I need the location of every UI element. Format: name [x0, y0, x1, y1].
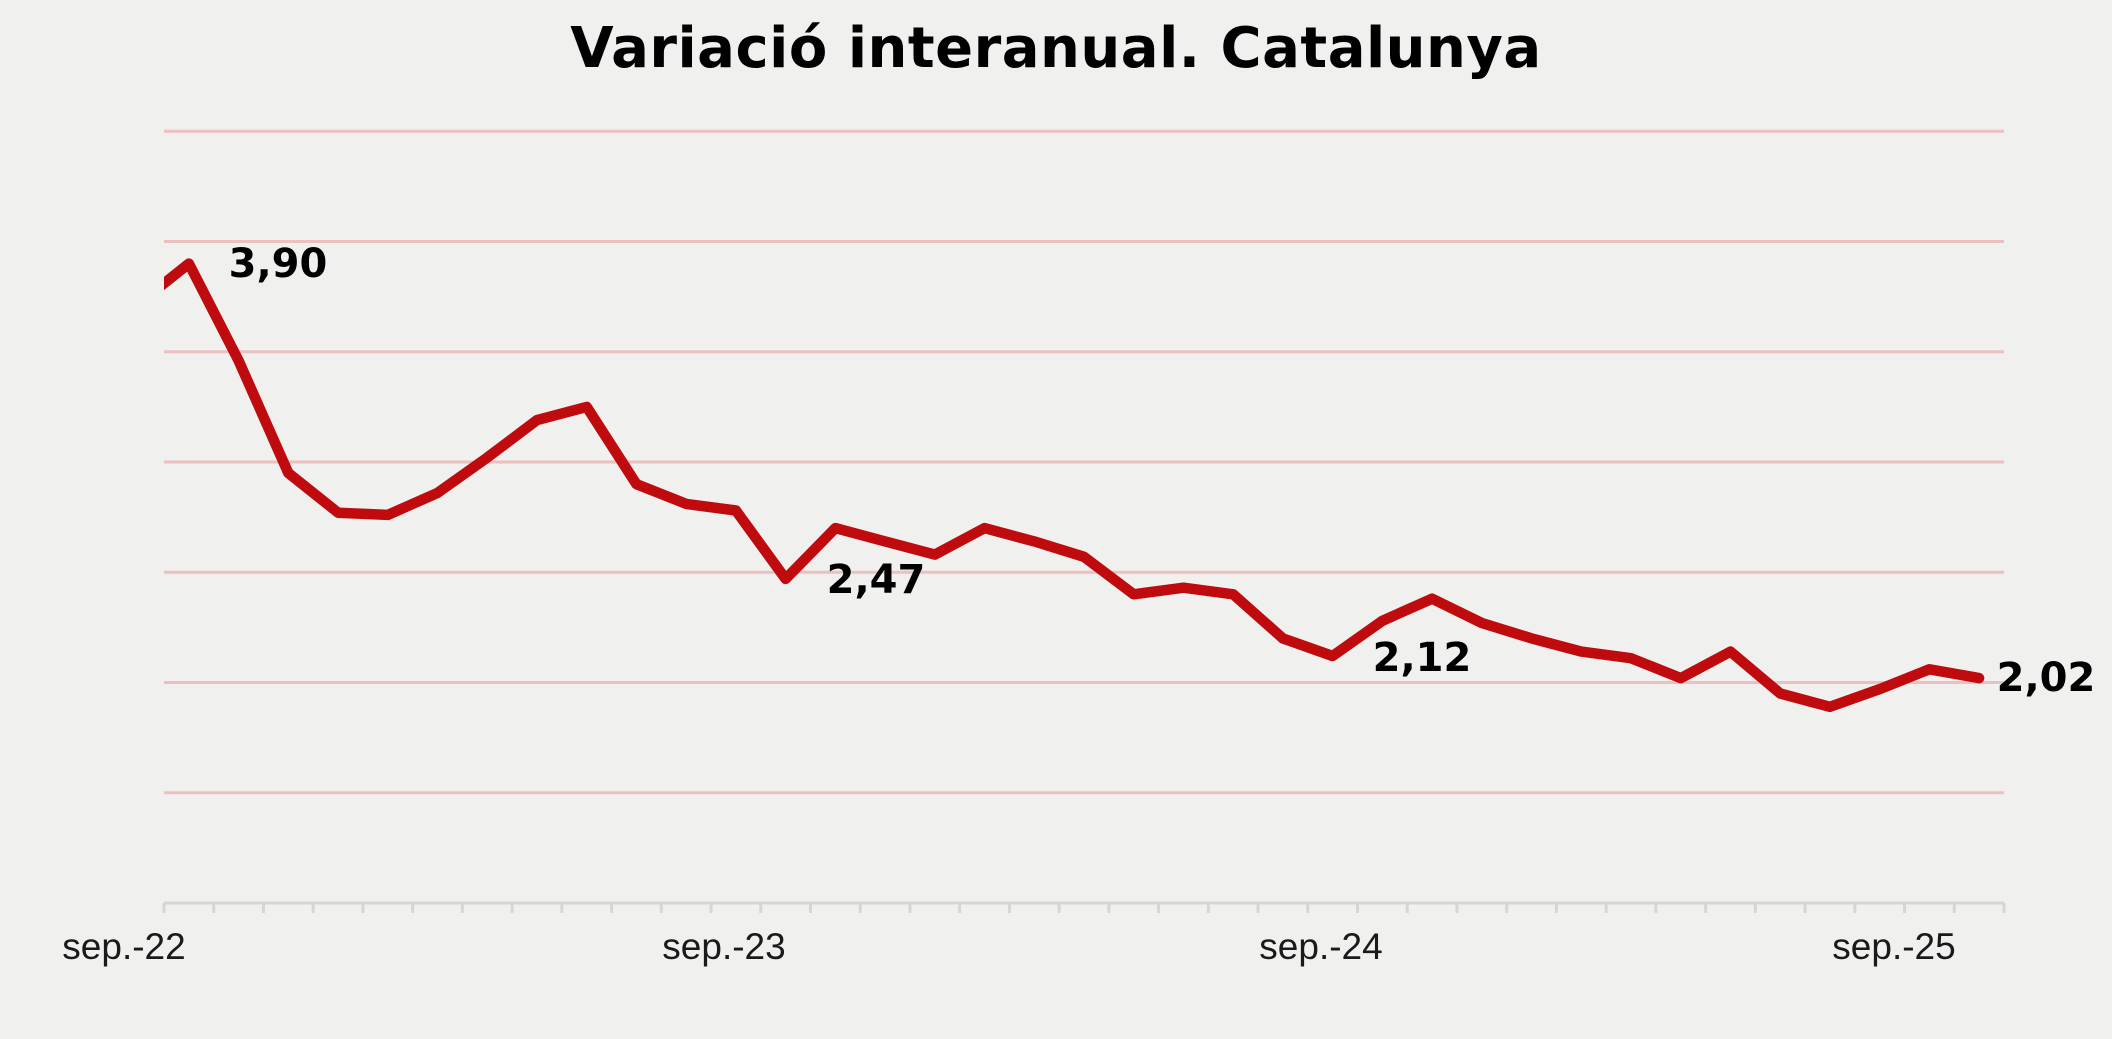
- data-line: [164, 258, 1985, 713]
- x-axis-label-sep22: sep.-22: [62, 926, 186, 967]
- x-axis-ticks: [162, 903, 2006, 913]
- x-axis-label-sep23: sep.-23: [662, 926, 786, 967]
- data-label-sep23: 2,47: [826, 557, 926, 603]
- x-axis-label-sep24: sep.-24: [1259, 926, 1383, 967]
- chart-title: Variació interanual. Catalunya: [570, 16, 1542, 81]
- plot-area: [164, 258, 1985, 713]
- data-label-sep25: 2,02: [1996, 655, 2096, 701]
- data-label-sep22: 3,90: [228, 241, 328, 287]
- gridlines: [164, 129, 2004, 795]
- x-axis-label-sep25: sep.-25: [1832, 926, 1956, 967]
- data-label-aug24: 2,12: [1372, 635, 1472, 681]
